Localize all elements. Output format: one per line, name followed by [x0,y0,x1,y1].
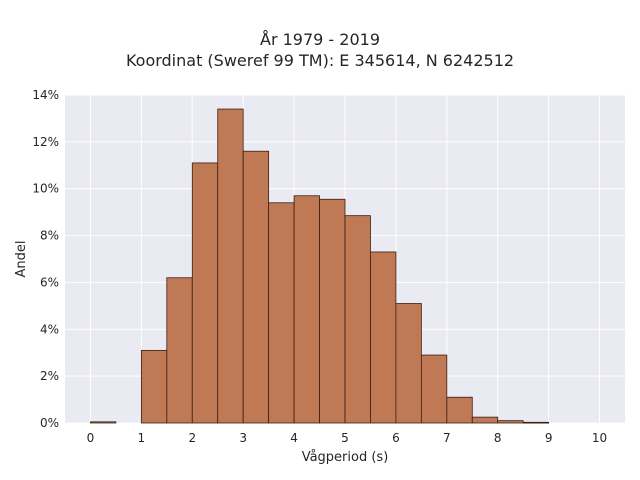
y-tick-label: 8% [40,229,59,243]
x-tick-label: 5 [341,431,349,445]
y-tick-label: 14% [32,88,59,102]
histogram-bar [395,303,422,424]
x-tick-label: 6 [392,431,400,445]
histogram-bar [522,421,550,424]
x-axis-label: Vågperiod (s) [302,450,389,465]
histogram-bar [370,251,397,424]
y-tick-label: 10% [32,182,59,196]
x-tick-label: 3 [239,431,247,445]
histogram-bar [166,277,193,424]
bars [90,108,550,424]
histogram-bar [446,396,473,424]
x-tick-label: 10 [592,431,607,445]
x-tick-label: 2 [188,431,196,445]
histogram-bar [140,349,168,424]
chart-title-line-1: År 1979 - 2019 [260,30,380,49]
histogram-bar [293,195,320,424]
y-tick-label: 0% [40,416,59,430]
histogram-bar [217,108,244,424]
histogram-bar [471,416,499,424]
x-tick-label: 4 [290,431,298,445]
x-tick-label: 0 [87,431,95,445]
y-tick-label: 6% [40,275,59,289]
histogram-bar [497,420,524,424]
histogram-bar [191,162,219,424]
x-tick-label: 7 [443,431,451,445]
y-axis-label: Andel [14,241,29,278]
x-tick-label: 8 [494,431,502,445]
histogram-bar [319,198,346,424]
histogram-bar [90,421,117,424]
histogram-bar [420,354,448,424]
histogram-bar [268,202,295,424]
x-tick-label: 9 [545,431,553,445]
x-tick-label: 1 [138,431,146,445]
y-tick-label: 12% [32,135,59,149]
histogram-bar [242,150,270,424]
y-tick-label: 2% [40,369,59,383]
chart-title-line-2: Koordinat (Sweref 99 TM): E 345614, N 62… [125,51,515,70]
x-tick-labels: 0 1 2 3 4 5 6 7 8 9 10 [87,431,608,445]
histogram-bar [344,215,371,424]
y-tick-label: 4% [40,322,59,336]
y-tick-labels: 0% 2% 4% 6% 8% 10% 12% 14% [32,88,59,430]
